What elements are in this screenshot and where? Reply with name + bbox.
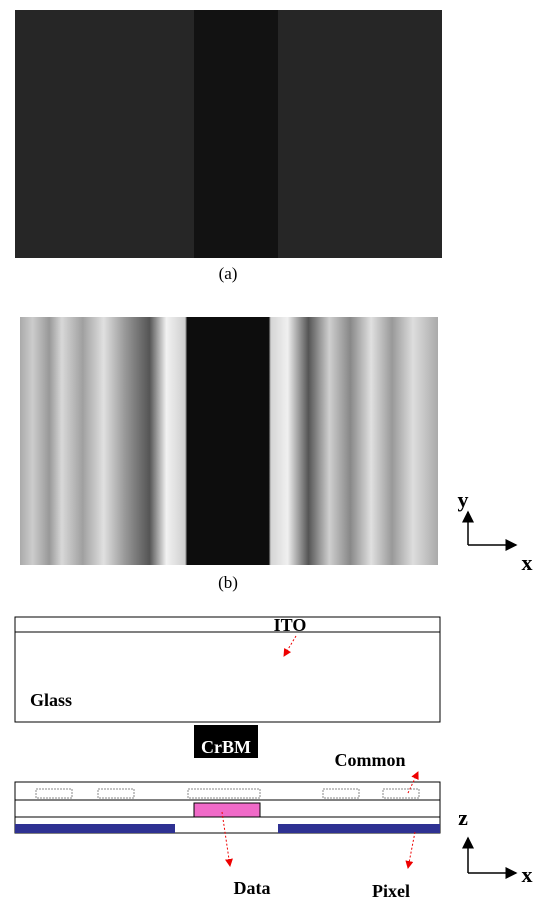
ito-label: ITO xyxy=(274,615,307,635)
axis-label: y xyxy=(458,487,469,512)
glass-plate xyxy=(15,617,440,722)
data-line xyxy=(194,803,260,817)
axis-label: x xyxy=(522,862,533,887)
data-label: Data xyxy=(234,878,271,898)
figure: (a) (b) y x ITO Glass CrBM Common Data P… xyxy=(0,0,538,903)
glass-label: Glass xyxy=(30,690,72,710)
pixel-electrode xyxy=(15,824,175,833)
crbm-label: CrBM xyxy=(201,737,251,757)
image-a-band xyxy=(194,10,278,258)
image-b xyxy=(20,317,438,565)
axis-label: x xyxy=(522,550,533,575)
pixel-electrode xyxy=(278,824,440,833)
common-label: Common xyxy=(335,750,406,770)
pixel-label: Pixel xyxy=(372,881,410,901)
axis-label: z xyxy=(458,805,468,830)
caption-b: (b) xyxy=(218,573,238,592)
caption-a: (a) xyxy=(219,264,238,283)
pointer xyxy=(408,832,415,868)
